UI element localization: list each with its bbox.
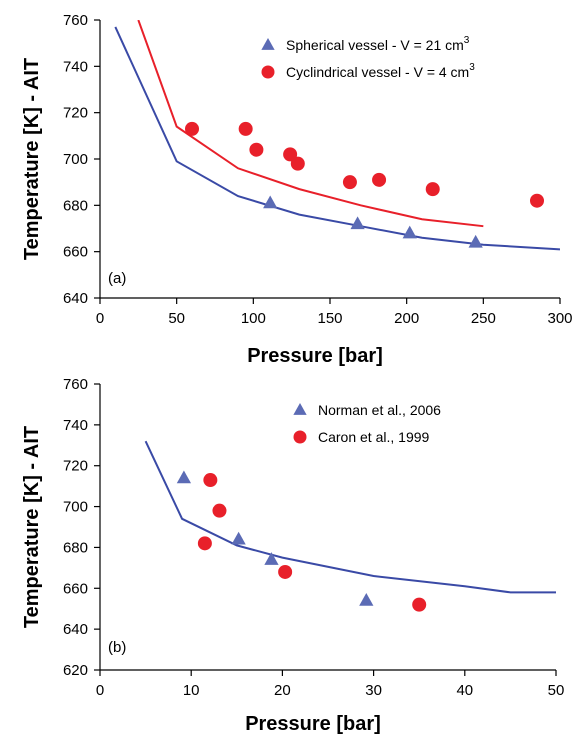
x-tick-label: 10	[183, 682, 200, 699]
circle-point	[530, 193, 544, 208]
panel-label: (a)	[108, 270, 126, 287]
panel-label: (b)	[108, 639, 126, 656]
x-axis-title: Pressure [bar]	[245, 713, 381, 735]
triangle-point	[402, 225, 417, 239]
x-tick-label: 100	[241, 310, 266, 327]
x-tick-label: 30	[365, 682, 382, 699]
y-axis-title: Temperature [K] - AIT	[21, 426, 43, 628]
legend-circle-marker	[293, 430, 307, 444]
x-tick-label: 50	[548, 682, 565, 699]
circle-point	[203, 473, 218, 488]
x-tick-label: 0	[96, 310, 104, 327]
x-axis-title: Pressure [bar]	[247, 345, 383, 367]
circle-point	[249, 142, 264, 157]
y-tick-label: 740	[63, 58, 88, 75]
legend-entry: Spherical vessel - V = 21 cm3	[286, 35, 470, 53]
circle-point	[238, 121, 253, 136]
series-line-0	[144, 440, 556, 594]
legend-triangle-marker	[261, 38, 275, 50]
y-tick-label: 640	[63, 621, 88, 638]
circle-point	[197, 536, 212, 551]
circle-point	[342, 175, 357, 190]
y-tick-label: 740	[63, 417, 88, 434]
circle-point	[185, 121, 199, 136]
legend-entry-superscript: 3	[464, 35, 470, 46]
x-tick-label: 200	[394, 310, 419, 327]
triangle-point	[264, 552, 279, 565]
x-tick-label: 150	[317, 310, 342, 327]
legend-entry-text: Norman et al., 2006	[318, 402, 441, 418]
x-tick-label: 250	[471, 310, 496, 327]
series-line-0	[114, 26, 560, 251]
y-tick-label: 660	[63, 244, 88, 261]
circle-point	[372, 172, 387, 187]
triangle-point	[231, 531, 246, 545]
legend-entry: Caron et al., 1999	[318, 429, 430, 445]
triangle-point	[350, 216, 365, 230]
legend-entry-text: Spherical vessel - V = 21 cm	[286, 37, 464, 53]
y-tick-label: 700	[63, 151, 88, 168]
triangle-point	[176, 470, 192, 484]
legend-entry: Cyclindrical vessel - V = 4 cm3	[286, 62, 475, 80]
legend-entry-text: Caron et al., 1999	[318, 429, 430, 445]
circle-point	[412, 597, 427, 612]
y-tick-label: 640	[63, 290, 88, 307]
legend-triangle-marker	[293, 403, 307, 415]
circle-point	[278, 564, 293, 579]
legend-entry: Norman et al., 2006	[318, 402, 441, 418]
series-line-1	[137, 20, 484, 228]
y-tick-label: 660	[63, 580, 88, 597]
y-axis-title: Temperature [K] - AIT	[21, 58, 43, 260]
y-tick-label: 720	[63, 458, 88, 475]
circle-point	[290, 156, 305, 171]
y-tick-label: 620	[63, 662, 88, 679]
y-tick-label: 680	[63, 197, 88, 214]
panel-a: 0 50 100 150 200 250 300 640 660 680 700 720 740 760 P…	[21, 12, 572, 367]
x-tick-label: 40	[456, 682, 473, 699]
y-tick-label: 760	[63, 12, 88, 29]
x-tick-label: 0	[96, 682, 104, 699]
triangle-point	[359, 593, 374, 606]
x-tick-label: 50	[168, 310, 185, 327]
circle-point	[212, 503, 227, 518]
triangle-point	[468, 234, 483, 248]
x-tick-label: 20	[274, 682, 291, 699]
x-tick-label: 300	[547, 310, 572, 327]
panel-b: 0 10 20 30 40 50 620 640 660 680 700 720 740 760 Press…	[21, 376, 564, 735]
legend-entry-text: Cyclindrical vessel - V = 4 cm	[286, 64, 469, 80]
y-tick-label: 680	[63, 539, 88, 556]
legend-entry-superscript: 3	[469, 62, 475, 73]
triangle-point	[263, 195, 278, 209]
y-tick-label: 720	[63, 105, 88, 122]
y-tick-label: 700	[63, 499, 88, 516]
circle-point	[425, 182, 440, 197]
y-tick-label: 760	[63, 376, 88, 393]
circle-point	[283, 147, 298, 162]
legend-circle-marker	[261, 65, 275, 79]
